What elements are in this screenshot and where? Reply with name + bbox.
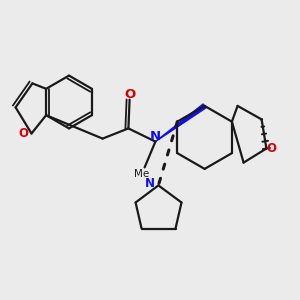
Text: N: N <box>145 177 155 190</box>
Text: O: O <box>18 127 28 140</box>
Text: O: O <box>267 142 277 155</box>
Text: O: O <box>124 88 135 101</box>
Polygon shape <box>155 104 206 142</box>
Text: Me: Me <box>134 169 149 179</box>
Text: N: N <box>150 130 161 143</box>
